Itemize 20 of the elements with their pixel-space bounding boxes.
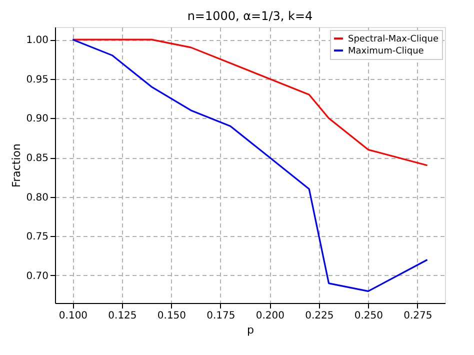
legend-label: Spectral-Max-Clique <box>348 34 439 44</box>
x-tick-label: 0.200 <box>256 310 285 322</box>
y-tick-label: 0.90 <box>26 114 48 125</box>
x-tick-label: 0.275 <box>404 310 432 322</box>
x-tick-label: 0.100 <box>58 310 88 322</box>
y-tick-label: 1.00 <box>26 35 48 46</box>
x-axis-title: p <box>247 324 254 336</box>
y-tick-label: 0.85 <box>26 153 48 164</box>
x-tick-label: 0.225 <box>305 310 334 322</box>
chart-title: n=1000, α=1/3, k=4 <box>187 9 313 23</box>
x-tick-label: 0.125 <box>108 310 137 322</box>
y-axis-title: Fraction <box>10 144 24 188</box>
legend-label: Maximum-Clique <box>348 46 424 56</box>
x-tick-label: 0.175 <box>206 310 236 322</box>
y-tick-label: 0.95 <box>26 74 48 86</box>
x-tick-label: 0.150 <box>157 310 186 322</box>
y-tick-label: 0.70 <box>26 270 48 282</box>
x-tick-label: 0.250 <box>354 310 383 322</box>
y-tick-label: 0.75 <box>26 232 48 243</box>
y-tick-label: 0.80 <box>26 192 48 204</box>
